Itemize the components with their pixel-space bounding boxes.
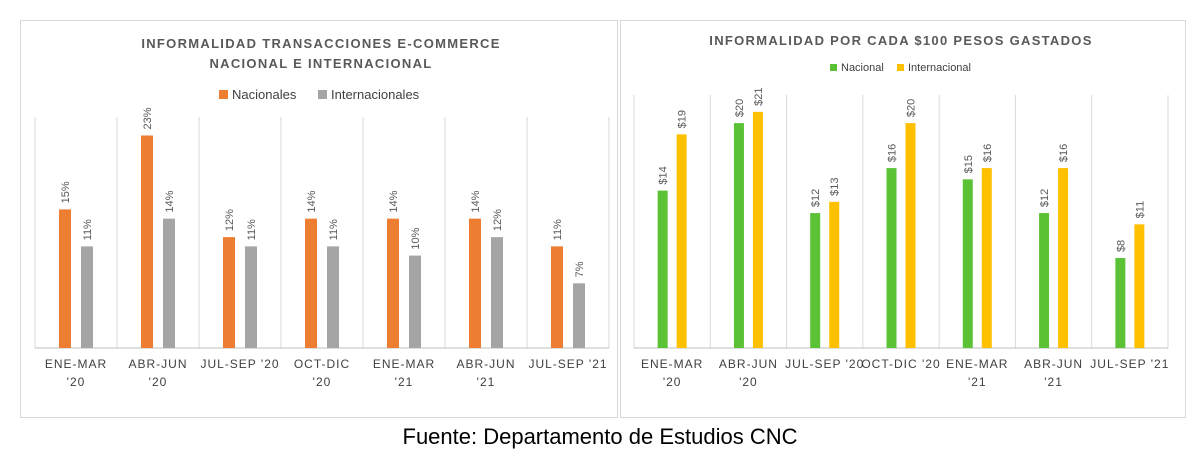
legend-label-1: Nacionales bbox=[232, 87, 297, 102]
data-label: 10% bbox=[410, 227, 422, 249]
chart-informalidad-transacciones: INFORMALIDAD TRANSACCIONES E-COMMERCE NAC… bbox=[34, 36, 610, 389]
data-label: 11% bbox=[246, 219, 258, 240]
data-label: 11% bbox=[328, 219, 340, 240]
bar-nacional-4 bbox=[886, 168, 897, 348]
bar-internacional-4 bbox=[905, 123, 916, 348]
bar-internacional-6 bbox=[1058, 168, 1069, 348]
legend-swatch-1 bbox=[219, 90, 228, 99]
bar-internacional-7 bbox=[1134, 224, 1145, 348]
bar-internacional-5 bbox=[981, 168, 992, 348]
data-label: 14% bbox=[164, 190, 176, 212]
legend-label-2: Internacional bbox=[908, 62, 971, 74]
x-tick-label: '21 bbox=[1044, 375, 1063, 389]
x-tick-label: '21 bbox=[968, 375, 987, 389]
x-tick-label: JUL-SEP '21 bbox=[528, 357, 607, 371]
bar-nacional-2 bbox=[733, 123, 744, 348]
chart-title-line: NACIONAL E INTERNACIONAL bbox=[209, 56, 432, 71]
data-label: $20 bbox=[734, 99, 746, 117]
bar-nacionales-7 bbox=[551, 246, 563, 348]
bar-internacionales-7 bbox=[573, 283, 585, 348]
x-tick-label: OCT-DIC '20 bbox=[861, 357, 940, 371]
bar-internacional-1 bbox=[676, 134, 687, 348]
data-label: $16 bbox=[887, 144, 899, 162]
bar-internacionales-1 bbox=[81, 246, 93, 348]
data-label: 12% bbox=[224, 209, 236, 231]
x-tick-label: '20 bbox=[149, 375, 168, 389]
x-tick-label: '21 bbox=[395, 375, 414, 389]
data-label: 12% bbox=[492, 209, 504, 231]
data-label: $8 bbox=[1115, 240, 1127, 252]
bar-nacionales-3 bbox=[223, 237, 235, 348]
legend-swatch-1 bbox=[830, 64, 837, 71]
x-tick-label: OCT-DIC bbox=[294, 357, 350, 371]
data-label: 7% bbox=[574, 261, 586, 277]
x-tick-label: '20 bbox=[67, 375, 86, 389]
bar-nacionales-5 bbox=[387, 218, 399, 348]
x-tick-label: ENE-MAR bbox=[45, 357, 107, 371]
data-label: $12 bbox=[1039, 189, 1051, 207]
data-label: $13 bbox=[829, 177, 841, 195]
source-caption: Fuente: Departamento de Estudios CNC bbox=[402, 424, 798, 449]
data-label: 14% bbox=[470, 190, 482, 212]
x-tick-label: ENE-MAR bbox=[946, 357, 1008, 371]
data-label: 15% bbox=[60, 181, 72, 203]
bar-nacional-3 bbox=[810, 213, 821, 348]
data-label: $14 bbox=[658, 166, 670, 184]
bar-internacionales-2 bbox=[163, 218, 175, 348]
data-label: 11% bbox=[552, 219, 564, 240]
bar-internacionales-5 bbox=[409, 255, 421, 348]
chart-title-line: INFORMALIDAD POR CADA $100 PESOS GASTADO… bbox=[709, 33, 1092, 48]
bar-nacional-5 bbox=[962, 179, 973, 348]
bar-internacionales-6 bbox=[491, 237, 503, 348]
bar-nacionales-4 bbox=[305, 218, 317, 348]
x-tick-label: ENE-MAR bbox=[373, 357, 435, 371]
bar-nacionales-1 bbox=[59, 209, 71, 348]
x-tick-label: '21 bbox=[477, 375, 496, 389]
x-tick-label: ABR-JUN bbox=[128, 357, 187, 371]
x-tick-label: JUL-SEP '21 bbox=[1090, 357, 1169, 371]
x-tick-label: ABR-JUN bbox=[1024, 357, 1083, 371]
chart-title-line: INFORMALIDAD TRANSACCIONES E-COMMERCE bbox=[141, 36, 500, 51]
data-label: $19 bbox=[677, 110, 689, 128]
x-tick-label: ABR-JUN bbox=[719, 357, 778, 371]
bar-internacional-3 bbox=[829, 201, 840, 348]
bar-nacionales-2 bbox=[141, 135, 153, 348]
chart-informalidad-por-100-pesos: INFORMALIDAD POR CADA $100 PESOS GASTADO… bbox=[633, 33, 1169, 389]
bar-internacionales-3 bbox=[245, 246, 257, 348]
x-tick-label: '20 bbox=[739, 375, 758, 389]
x-tick-label: '20 bbox=[313, 375, 332, 389]
x-tick-label: JUL-SEP '20 bbox=[200, 357, 279, 371]
data-label: $15 bbox=[963, 155, 975, 173]
legend-label-2: Internacionales bbox=[331, 87, 420, 102]
data-label: $11 bbox=[1134, 201, 1146, 219]
bar-internacional-2 bbox=[752, 111, 763, 348]
x-tick-label: JUL-SEP '20 bbox=[785, 357, 864, 371]
legend-swatch-2 bbox=[318, 90, 327, 99]
chart-panel-informalidad-transacciones: INFORMALIDAD TRANSACCIONES E-COMMERCE NAC… bbox=[20, 20, 618, 418]
x-tick-label: ENE-MAR bbox=[641, 357, 703, 371]
data-label: 23% bbox=[142, 107, 154, 129]
data-label: 14% bbox=[306, 190, 318, 212]
bar-nacional-6 bbox=[1039, 213, 1050, 348]
bar-nacional-1 bbox=[657, 190, 668, 348]
data-label: $12 bbox=[810, 189, 822, 207]
x-tick-label: ABR-JUN bbox=[456, 357, 515, 371]
legend-label-1: Nacional bbox=[841, 62, 884, 74]
data-label: 14% bbox=[388, 190, 400, 212]
data-label: 11% bbox=[82, 219, 94, 240]
data-label: $16 bbox=[1058, 144, 1070, 162]
bar-internacionales-4 bbox=[327, 246, 339, 348]
legend-swatch-2 bbox=[897, 64, 904, 71]
data-label: $21 bbox=[753, 88, 765, 106]
data-label: $20 bbox=[906, 99, 918, 117]
chart-panel-informalidad-por-100-pesos: INFORMALIDAD POR CADA $100 PESOS GASTADO… bbox=[620, 20, 1186, 418]
x-tick-label: '20 bbox=[663, 375, 682, 389]
data-label: $16 bbox=[982, 144, 994, 162]
bar-nacional-7 bbox=[1115, 258, 1126, 348]
bar-nacionales-6 bbox=[469, 218, 481, 348]
